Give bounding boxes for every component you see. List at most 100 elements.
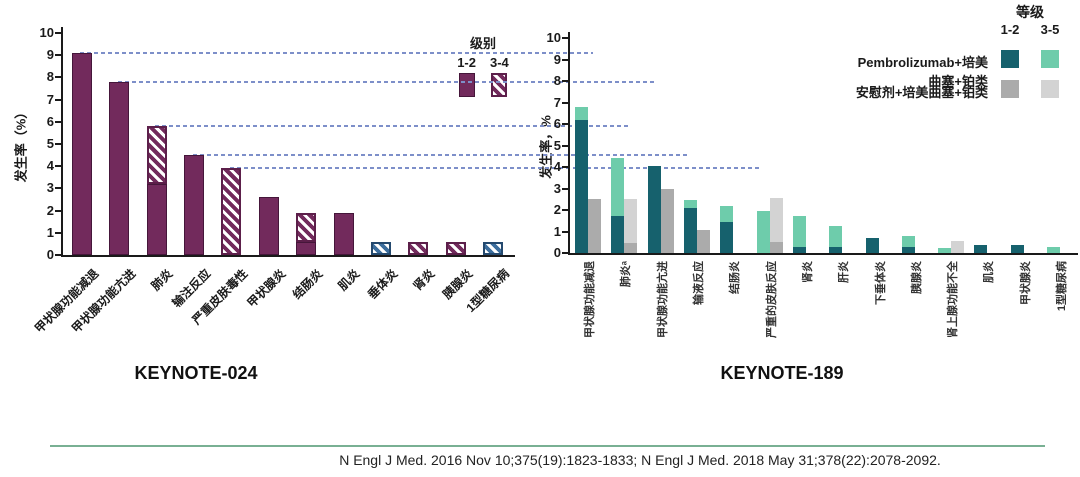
bar-pembro-grade-3-5: [684, 200, 698, 208]
bar-pembro-grade-1-2: [865, 237, 879, 253]
y-tick-label: 5: [46, 136, 54, 151]
x-category-label: 垂体炎: [364, 266, 401, 302]
y-tick-mark: [562, 101, 568, 104]
x-category-label: 肝炎: [838, 261, 851, 283]
bar-pembro-grade-3-5: [611, 158, 625, 217]
legend-swatch-grade34: [491, 73, 508, 97]
y-tick-label: 2: [553, 202, 561, 217]
legend-row-placebo: 安慰剂+培美曲塞+铂类: [855, 85, 988, 100]
bar-pembro-grade-3-5: [901, 235, 915, 247]
x-category-label: 甲状腺功能亢进: [656, 261, 669, 338]
bar-pembro-grade-1-2: [974, 245, 988, 253]
x-category-label: 结肠炎: [729, 261, 742, 294]
bar-grade-1-2: [146, 183, 167, 255]
bar-pembro-grade-3-5: [575, 106, 589, 120]
y-tick-mark: [562, 144, 568, 147]
bar-grade-3-4: [408, 241, 429, 255]
y-tick-mark: [562, 80, 568, 82]
bar-grade-3-4: [483, 241, 504, 255]
bar-placebo-grade-1-2: [624, 243, 638, 253]
x-category-label: 严重的皮肤反应: [765, 261, 778, 338]
bar-pembro-grade-3-5: [829, 226, 843, 247]
bar-grade-1-2: [333, 212, 354, 255]
y-tick-label: 5: [553, 137, 561, 153]
bar-pembro-grade-1-2: [792, 246, 806, 253]
y-tick-mark: [55, 187, 61, 190]
x-category-label: 肾上腺功能不全: [947, 261, 960, 338]
bar-pembro-grade-3-5: [1047, 246, 1061, 253]
y-tick-mark: [562, 58, 568, 61]
bar-pembro-grade-1-2: [647, 165, 661, 253]
y-tick-label: 10: [546, 30, 561, 45]
y-tick-mark: [55, 143, 61, 145]
reference-line: [155, 125, 628, 128]
legend-title: 等级: [1016, 4, 1044, 20]
bar-placebo-grade-1-2: [697, 230, 711, 253]
reference-line: [118, 80, 655, 83]
y-axis-label-keynote024: 发生率（%）: [13, 105, 29, 183]
bar-grade-3-4: [296, 212, 317, 242]
bar-grade-3-4: [146, 126, 167, 184]
x-category-label: 甲状腺炎: [244, 266, 289, 311]
x-category-label: 甲状腺炎: [1019, 261, 1032, 305]
legend-col-label-12: 1-2: [1000, 22, 1020, 37]
x-category-label: 肌炎: [335, 266, 363, 294]
reference-line: [230, 167, 762, 170]
x-axis: [568, 253, 1078, 255]
bar-pembro-grade-3-5: [938, 247, 952, 253]
bar-grade-1-2: [71, 52, 92, 255]
legend-swatch-placebo-12: [1001, 80, 1019, 98]
bar-grade-1-2: [258, 197, 279, 255]
bar-placebo-grade-1-2: [660, 188, 674, 253]
legend-col-label-35: 3-5: [1040, 22, 1060, 37]
y-tick-mark: [562, 209, 568, 211]
reference-line: [193, 154, 690, 157]
bar-grade-1-2: [109, 81, 130, 255]
y-tick-mark: [562, 166, 568, 168]
y-tick-label: 4: [46, 158, 54, 174]
legend-col-grade12: 1-2: [457, 55, 476, 97]
y-tick-label: 3: [553, 180, 561, 196]
reference-line: [80, 51, 593, 54]
y-axis: [568, 32, 570, 255]
y-tick-mark: [562, 230, 568, 233]
x-category-label: 肺炎ᵃ: [620, 261, 633, 288]
bar-pembro-grade-1-2: [720, 221, 734, 253]
y-tick-mark: [562, 123, 568, 125]
y-tick-mark: [55, 54, 61, 57]
bar-pembro-grade-1-2: [684, 207, 698, 253]
y-tick-label: 9: [46, 47, 54, 63]
bar-grade-1-2: [296, 241, 317, 255]
bar-pembro-grade-1-2: [611, 216, 625, 253]
chart-title-keynote189: KEYNOTE-189: [720, 363, 844, 383]
y-tick-label: 6: [553, 116, 561, 131]
y-tick-mark: [55, 209, 61, 212]
bar-pembro-grade-1-2: [901, 246, 915, 253]
bar-grade-1-2: [183, 155, 204, 255]
y-tick-label: 4: [553, 159, 561, 174]
x-category-label: 肾炎: [801, 261, 814, 283]
x-category-label: 结肠炎: [290, 266, 326, 302]
legend-swatch-placebo-35: [1041, 80, 1059, 98]
x-axis: [61, 255, 515, 257]
y-tick-label: 9: [553, 51, 561, 67]
legend-swatch-grade12: [458, 73, 475, 97]
bar-grade-3-4: [370, 241, 391, 255]
bar-placebo-grade-3-5: [769, 198, 783, 243]
bar-pembro-grade-3-5: [756, 211, 770, 253]
legend-col-grade34: 3-4: [490, 55, 509, 97]
y-tick-label: 1: [46, 224, 54, 240]
chart-title-keynote024: KEYNOTE-024: [134, 363, 258, 383]
y-tick-mark: [55, 76, 61, 79]
bar-pembro-grade-1-2: [1010, 245, 1024, 253]
bar-placebo-grade-1-2: [769, 242, 783, 253]
citation-text: N Engl J Med. 2016 Nov 10;375(19):1823-1…: [339, 452, 941, 468]
y-tick-label: 7: [46, 91, 54, 107]
y-tick-mark: [562, 187, 568, 190]
y-tick-label: 10: [39, 25, 54, 40]
legend-swatch-pembro-12: [1001, 50, 1019, 68]
y-tick-label: 8: [553, 73, 561, 88]
y-tick-label: 1: [553, 223, 561, 239]
x-category-label: 胰腺炎: [910, 261, 923, 294]
